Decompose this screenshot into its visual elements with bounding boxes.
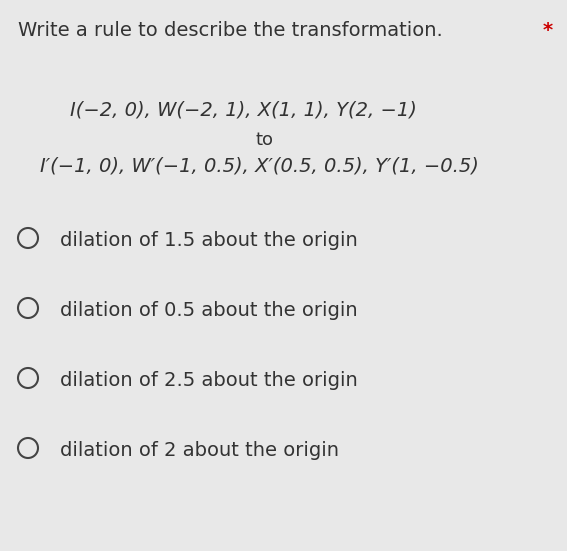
Text: Write a rule to describe the transformation.: Write a rule to describe the transformat… [18,21,443,40]
Text: to: to [255,131,273,149]
Text: dilation of 2.5 about the origin: dilation of 2.5 about the origin [60,371,358,390]
Text: *: * [543,21,553,40]
Text: dilation of 0.5 about the origin: dilation of 0.5 about the origin [60,301,358,320]
Text: I′(−1, 0), W′(−1, 0.5), X′(0.5, 0.5), Y′(1, −0.5): I′(−1, 0), W′(−1, 0.5), X′(0.5, 0.5), Y′… [40,156,479,175]
Text: dilation of 1.5 about the origin: dilation of 1.5 about the origin [60,231,358,250]
Text: I(−2, 0), W(−2, 1), X(1, 1), Y(2, −1): I(−2, 0), W(−2, 1), X(1, 1), Y(2, −1) [70,101,417,120]
Text: dilation of 2 about the origin: dilation of 2 about the origin [60,441,339,460]
